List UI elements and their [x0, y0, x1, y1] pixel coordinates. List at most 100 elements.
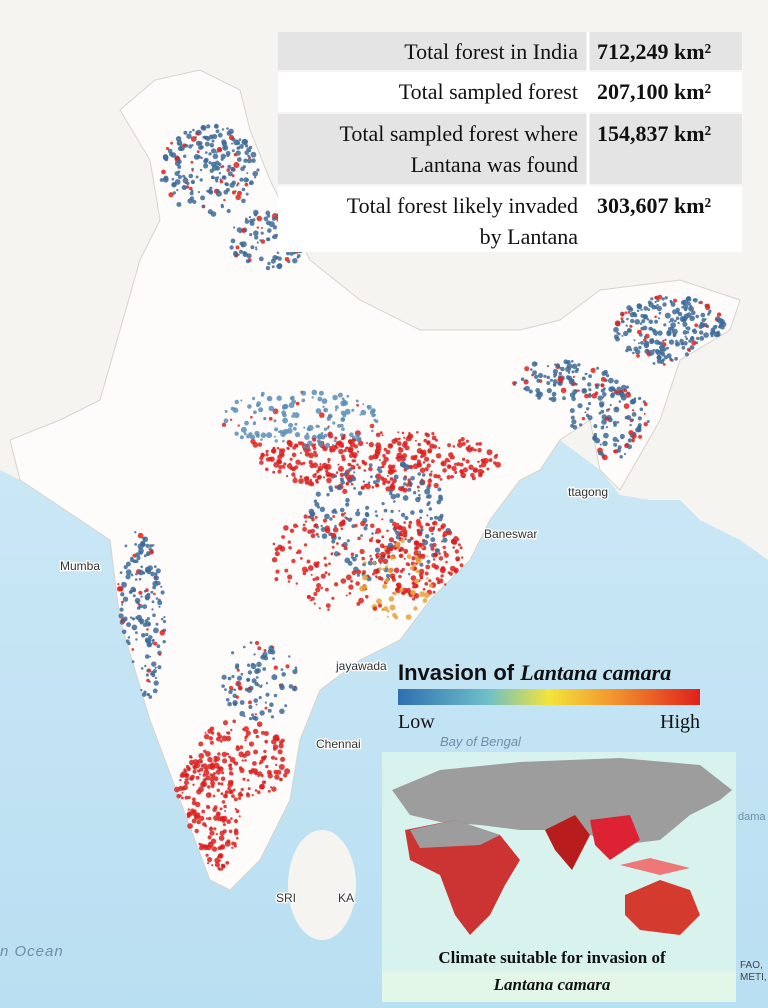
forest-dot	[635, 349, 641, 355]
forest-dot	[289, 457, 293, 461]
forest-dot	[301, 390, 307, 396]
forest-dot	[327, 457, 331, 462]
forest-dot	[313, 591, 318, 597]
forest-dot	[171, 181, 177, 188]
forest-dot	[383, 508, 388, 513]
forest-dot	[256, 790, 261, 795]
forest-dot	[158, 653, 162, 656]
forest-dot	[670, 322, 676, 329]
forest-dot	[213, 123, 219, 129]
forest-dot	[381, 518, 384, 521]
forest-dot	[244, 739, 247, 742]
forest-dot	[598, 411, 602, 415]
forest-dot	[240, 672, 244, 676]
forest-dot	[565, 360, 569, 364]
forest-dot	[198, 741, 204, 747]
forest-dot	[142, 543, 146, 547]
forest-dot	[363, 526, 368, 531]
forest-dot	[407, 487, 412, 492]
forest-dot	[690, 336, 695, 340]
forest-dot	[675, 316, 680, 321]
forest-dot	[698, 301, 701, 304]
forest-dot	[428, 478, 432, 481]
forest-dot	[673, 298, 677, 303]
forest-dot	[663, 323, 667, 327]
forest-dot	[328, 562, 331, 566]
forest-dot	[221, 863, 226, 869]
forest-dot	[259, 455, 264, 461]
forest-dot	[231, 149, 235, 153]
forest-dot	[569, 408, 575, 414]
forest-dot	[191, 169, 194, 172]
forest-dot	[360, 534, 363, 537]
forest-dot	[272, 410, 276, 413]
forest-dot	[316, 434, 322, 440]
forest-dot	[310, 573, 313, 576]
forest-dot	[571, 360, 574, 363]
forest-dot	[281, 535, 285, 539]
forest-dot	[382, 567, 386, 571]
forest-dot	[283, 462, 287, 466]
forest-dot	[228, 789, 234, 795]
forest-dot	[684, 335, 687, 338]
inset-se-asia	[590, 815, 640, 860]
attribution: METI,	[740, 972, 767, 983]
forest-dot	[424, 571, 429, 576]
forest-dot	[246, 678, 251, 682]
forest-dot	[262, 667, 267, 671]
forest-dot	[162, 154, 169, 161]
forest-dot	[263, 216, 269, 222]
forest-dot	[233, 139, 240, 146]
forest-dot	[312, 577, 316, 582]
forest-dot	[523, 387, 527, 391]
forest-dot	[151, 608, 154, 611]
forest-dot	[546, 388, 552, 394]
forest-dot	[416, 528, 420, 533]
forest-dot	[439, 513, 444, 519]
forest-dot	[213, 827, 217, 831]
forest-dot	[395, 493, 401, 498]
forest-dot	[199, 168, 203, 172]
forest-dot	[571, 370, 575, 374]
forest-dot	[225, 861, 230, 865]
forest-dot	[145, 596, 150, 601]
forest-dot	[548, 397, 552, 401]
forest-dot	[177, 146, 183, 152]
inset-species: Lantana camara	[493, 975, 611, 994]
forest-dot	[205, 151, 208, 154]
forest-dot	[438, 578, 444, 584]
forest-dot	[572, 425, 578, 430]
forest-dot	[192, 783, 195, 786]
forest-dot	[656, 359, 662, 364]
forest-dot	[150, 590, 154, 594]
forest-dot	[399, 461, 406, 467]
forest-dot	[434, 515, 438, 520]
forest-dot	[200, 124, 206, 131]
forest-dot	[682, 316, 688, 321]
forest-dot	[552, 368, 559, 375]
forest-dot	[359, 548, 365, 555]
forest-dot	[551, 391, 557, 397]
forest-dot	[278, 743, 284, 749]
forest-dot	[302, 523, 306, 527]
forest-dot	[264, 701, 267, 704]
forest-dot	[299, 452, 302, 455]
forest-dot	[382, 558, 389, 565]
forest-dot	[357, 536, 361, 541]
forest-dot	[278, 683, 281, 687]
forest-dot	[306, 559, 311, 564]
forest-dot	[234, 399, 239, 405]
forest-dot	[385, 549, 391, 555]
forest-dot	[428, 507, 433, 511]
forest-dot	[138, 569, 144, 576]
forest-dot	[205, 844, 212, 851]
forest-dot	[646, 318, 650, 321]
forest-dot	[543, 374, 547, 378]
forest-dot	[265, 764, 269, 769]
forest-dot	[587, 402, 592, 406]
forest-dot	[265, 449, 269, 453]
forest-dot	[356, 463, 359, 467]
forest-dot	[633, 339, 636, 342]
forest-dot	[424, 534, 430, 539]
forest-dot	[344, 446, 348, 450]
